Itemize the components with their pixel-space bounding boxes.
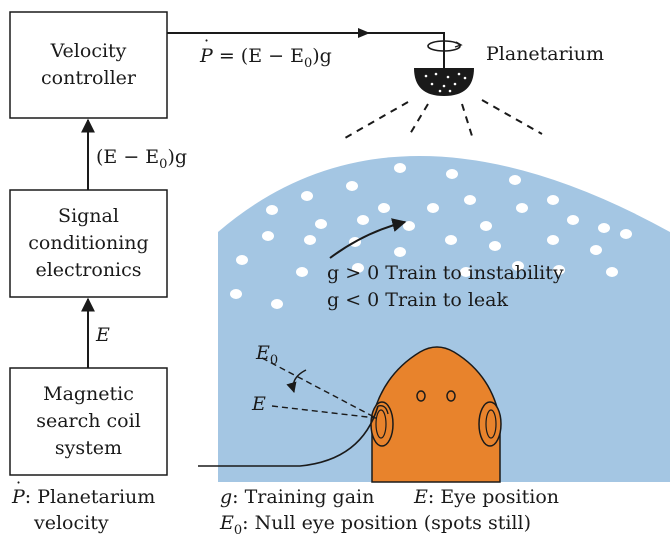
search-coil-line-2: search coil [36, 410, 141, 432]
spot [547, 195, 559, 205]
spot [547, 235, 559, 245]
eye-position-signal-text: E [96, 324, 110, 346]
rotation-arrow [329, 218, 407, 259]
legend-e0-symbol: E [220, 512, 234, 534]
spot [230, 289, 242, 299]
spot [590, 245, 602, 255]
spot [236, 255, 248, 265]
train-leak-text: g < 0 Train to leak [327, 289, 509, 311]
spot [262, 231, 274, 241]
spot [567, 215, 579, 225]
spot [620, 229, 632, 239]
spot [598, 223, 610, 233]
search-coil-line-1: Magnetic [43, 383, 134, 405]
spot [378, 203, 390, 213]
legend-e0-text: : Null eye position (spots still) [242, 512, 531, 534]
legend-pdot-dot: · [16, 473, 22, 492]
null-eye-direction-subscript: 0 [269, 352, 279, 368]
gaze-lines [261, 357, 377, 419]
legend-e0-subscript: 0 [233, 522, 243, 535]
signal-conditioning-line-3: electronics [35, 259, 142, 281]
spot [516, 203, 528, 213]
legend-e-symbol: E [414, 486, 428, 508]
pdot-equation-end: )g [312, 45, 332, 67]
legend-pdot: · P : Planetarium velocity [12, 473, 156, 535]
legend-pdot-symbol: P [12, 486, 25, 508]
spot [352, 263, 364, 273]
signal-conditioning-box [9, 189, 168, 298]
pdot-equation-body: = (E − E [212, 45, 304, 67]
spot [606, 267, 618, 277]
search-coil-line-3: system [54, 437, 123, 459]
spot [315, 219, 327, 229]
train-instability-label: g > 0 Train to instability [327, 262, 564, 284]
eye-direction-text: E [252, 393, 266, 415]
error-signal-text: (E − E [96, 146, 160, 168]
null-eye-direction-label: E0 [256, 342, 278, 368]
spot [271, 299, 283, 309]
right-eye [478, 401, 502, 447]
pdot-null-subscript: 0 [303, 55, 313, 71]
legend-g-text: : Training gain [232, 486, 375, 508]
legend-e: E: Eye position [414, 484, 559, 510]
velocity-controller-line-2: controller [41, 67, 136, 89]
pdot-symbol: P [200, 45, 213, 67]
search-coil-box [9, 367, 168, 476]
spot [512, 261, 524, 271]
planetarium-text: Planetarium [486, 43, 605, 65]
spot [296, 267, 308, 277]
spot [357, 215, 369, 225]
spot [460, 267, 472, 277]
error-signal-end: )g [167, 146, 188, 168]
legend-pdot-line-1: : Planetarium [24, 486, 156, 508]
pdot-dot: · [204, 31, 210, 50]
search-coil-label: Magnetic search coil system [10, 368, 167, 475]
eye-direction-label: E [252, 393, 266, 415]
velocity-controller-label: Velocity controller [10, 12, 167, 118]
train-instability-text: g > 0 Train to instability [327, 262, 564, 284]
left-eye [370, 401, 394, 447]
planetarium-label: Planetarium [486, 43, 604, 65]
right-nostril [446, 390, 456, 402]
velocity-controller-line-1: Velocity [50, 40, 127, 62]
legend-e-text: : Eye position [427, 486, 560, 508]
spot [480, 221, 492, 231]
spot [394, 247, 406, 257]
projection-rays [344, 99, 543, 139]
legend-e0: E0: Null eye position (spots still) [220, 510, 531, 535]
signal-conditioning-line-2: conditioning [28, 232, 149, 254]
null-eye-direction-text: E [256, 342, 270, 364]
spot [553, 265, 565, 275]
pdot-equation: · P = (E − E0)g [200, 31, 332, 71]
legend-g: g: Training gain [220, 486, 375, 508]
signal-direction-arrowhead [358, 28, 370, 38]
error-signal-subscript: 0 [159, 156, 168, 172]
spot [445, 235, 457, 245]
signal-conditioning-label: Signal conditioning electronics [10, 190, 167, 297]
signal-conditioning-line-1: Signal [58, 205, 119, 227]
spot [427, 203, 439, 213]
velocity-controller-box [9, 11, 168, 119]
spot [346, 181, 358, 191]
legend-pdot-line-2: velocity [34, 512, 109, 534]
spot [509, 175, 521, 185]
spot [446, 169, 458, 179]
arrow-controller-to-planetarium [167, 32, 445, 38]
spot [394, 163, 406, 173]
spot [489, 241, 501, 251]
gaze-shift-arrow [286, 369, 307, 394]
spot [301, 191, 313, 201]
planetarium-projector [414, 38, 474, 96]
spot [304, 235, 316, 245]
spot [464, 195, 476, 205]
goldfish [370, 346, 502, 483]
spot [266, 205, 278, 215]
eye-position-signal-label: E [96, 324, 110, 346]
left-nostril [416, 390, 426, 402]
train-leak-label: g < 0 Train to leak [327, 289, 508, 311]
error-signal-label: (E − E0)g [96, 146, 187, 172]
